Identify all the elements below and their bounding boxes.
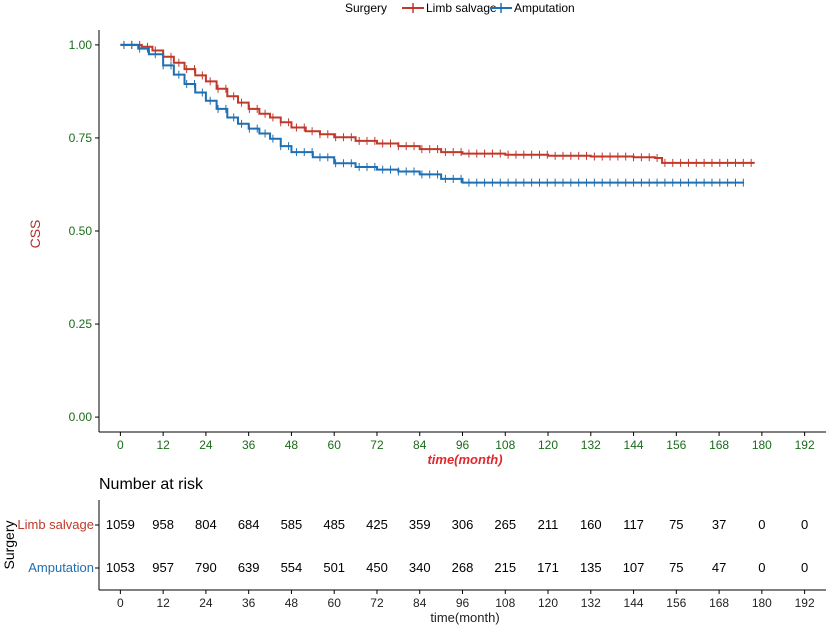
risk-count: 0 [801,517,808,532]
y-tick-label: 0.75 [69,131,93,145]
risk-count: 1053 [106,560,135,575]
risk-table-x-label: time(month) [430,610,499,625]
risk-x-tick-label: 156 [666,596,686,610]
risk-x-tick-label: 180 [752,596,772,610]
risk-count: 47 [712,560,726,575]
risk-table-title: Number at risk [99,476,204,493]
risk-count: 340 [409,560,431,575]
risk-row-label: Limb salvage [17,517,94,532]
risk-count: 135 [580,560,602,575]
risk-count: 425 [366,517,388,532]
x-tick-label: 0 [117,438,124,452]
legend-label-amputation: Amputation [514,1,575,15]
risk-count: 804 [195,517,217,532]
risk-table-y-label: Surgery [1,520,17,569]
risk-count: 268 [452,560,474,575]
risk-x-tick-label: 60 [328,596,342,610]
risk-count: 0 [758,517,765,532]
risk-x-tick-label: 36 [242,596,256,610]
risk-count: 211 [538,517,559,532]
risk-table: Number at risk Surgery Limb salvage 1059 9… [1,476,826,625]
y-tick-label: 1.00 [69,38,93,52]
x-tick-label: 132 [581,438,601,452]
risk-count: 359 [409,517,431,532]
x-tick-label: 156 [666,438,686,452]
x-tick-label: 180 [752,438,772,452]
x-tick-label: 168 [709,438,729,452]
risk-x-tick-label: 132 [581,596,601,610]
x-tick-label: 120 [538,438,558,452]
risk-x-tick-label: 144 [624,596,644,610]
risk-x-tick-label: 48 [285,596,299,610]
x-tick-label: 72 [370,438,384,452]
risk-count: 0 [801,560,808,575]
risk-x-tick-label: 72 [370,596,384,610]
risk-count: 684 [238,517,260,532]
x-tick-label: 24 [199,438,213,452]
risk-count: 790 [195,560,217,575]
x-tick-label: 144 [624,438,644,452]
risk-count: 160 [580,517,602,532]
risk-count: 215 [494,560,516,575]
risk-count: 585 [281,517,303,532]
risk-x-tick-label: 12 [156,596,170,610]
risk-x-tick-label: 96 [456,596,470,610]
y-tick-label: 0.00 [69,410,93,424]
risk-count: 554 [281,560,303,575]
x-tick-label: 60 [328,438,342,452]
km-plot: 0.00 0.25 0.50 0.75 1.00 0 12 24 36 48 60 72 84 96 10… [27,30,826,467]
survival-curves [120,40,755,187]
risk-x-tick-label: 192 [795,596,815,610]
x-tick-label: 108 [495,438,515,452]
y-tick-label: 0.25 [69,317,93,331]
x-tick-label: 96 [456,438,470,452]
curve-amputation [120,43,745,184]
legend: Surgery Limb salvage Amputation [345,1,575,15]
x-tick-label: 48 [285,438,299,452]
legend-label-limb-salvage: Limb salvage [426,1,497,15]
risk-x-tick-label: 24 [199,596,213,610]
risk-count: 75 [669,517,683,532]
risk-count: 0 [758,560,765,575]
risk-count: 957 [152,560,174,575]
risk-x-tick-label: 120 [538,596,558,610]
y-ticks: 0.00 0.25 0.50 0.75 1.00 [69,38,99,424]
risk-count: 117 [623,517,644,532]
x-tick-label: 36 [242,438,256,452]
risk-count: 107 [623,560,645,575]
risk-x-tick-label: 84 [413,596,427,610]
risk-row-label: Amputation [28,560,94,575]
risk-count: 306 [452,517,474,532]
risk-rows: Limb salvage 1059 958 804 684 585 485 425 359 306… [17,517,808,575]
risk-count: 958 [152,517,174,532]
risk-count: 171 [537,560,559,575]
risk-x-ticks: 0 12 24 36 48 60 72 84 96 108 120 132 144 156 168 180 19… [117,590,815,610]
x-tick-label: 192 [795,438,815,452]
risk-count: 37 [712,517,726,532]
risk-count: 75 [669,560,683,575]
risk-x-tick-label: 168 [709,596,729,610]
risk-count: 1059 [106,517,135,532]
x-ticks: 0 12 24 36 48 60 72 84 96 108 120 132 144 156 168 180 19… [117,432,815,452]
risk-x-tick-label: 0 [117,596,124,610]
x-tick-label: 12 [156,438,170,452]
risk-count: 485 [323,517,345,532]
x-tick-label: 84 [413,438,427,452]
y-tick-label: 0.50 [69,224,93,238]
risk-x-tick-label: 108 [495,596,515,610]
x-axis-label: time(month) [427,452,502,467]
risk-count: 639 [238,560,260,575]
y-axis-label: CSS [27,220,43,249]
risk-count: 501 [323,560,345,575]
risk-count: 265 [494,517,516,532]
risk-count: 450 [366,560,388,575]
legend-title: Surgery [345,1,387,15]
